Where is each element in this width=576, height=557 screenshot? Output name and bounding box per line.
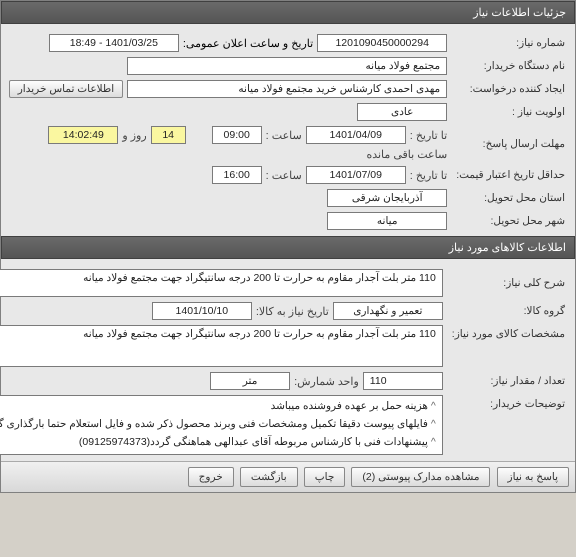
label-goods-group: گروه کالا:	[444, 301, 569, 321]
section-header-goods: اطلاعات کالاهای مورد نیاز	[1, 236, 575, 259]
field-buyer-dev: مجتمع فولاد میانه	[127, 57, 447, 75]
label-at-time-2: ساعت :	[266, 169, 302, 182]
details-window: جزئیات اطلاعات نیاز شماره نیاز: 12010904…	[0, 0, 576, 493]
section-header-need-details: جزئیات اطلاعات نیاز	[1, 1, 575, 24]
form-area-2: شرح کلی نیاز: 110 متر بلت آجدار مقاوم به…	[1, 259, 575, 461]
field-goods-group: تعمیر و نگهداری	[333, 302, 443, 320]
label-city: شهر محل تحویل:	[448, 211, 569, 231]
attachments-button[interactable]: مشاهده مدارک پیوستی (2)	[351, 467, 490, 487]
field-requester: مهدی احمدی کارشناس خرید مجتمع فولاد میان…	[127, 80, 447, 98]
label-buyer-dev: نام دستگاه خریدار:	[448, 56, 569, 76]
note-line-2: فایلهای پیوست دقیقا تکمیل ومشخصات فنی وب…	[0, 416, 436, 434]
reply-button[interactable]: پاسخ به نیاز	[497, 467, 569, 487]
field-buyer-notes: هزینه حمل بر عهده فروشنده میباشد فایلهای…	[0, 395, 443, 455]
label-need-no: شماره نیاز:	[448, 33, 569, 53]
field-priority: عادی	[357, 103, 447, 121]
field-province: آذربایجان شرقی	[327, 189, 447, 207]
field-need-no: 1201090450000294	[317, 34, 447, 52]
label-at-time-1: ساعت :	[266, 129, 302, 142]
note-line-3: پیشنهادات فنی با کارشناس مربوطه آقای عبد…	[0, 434, 436, 452]
label-reply-deadline: مهلت ارسال پاسخ:	[448, 125, 569, 162]
label-qty: تعداد / مقدار نیاز:	[444, 371, 569, 391]
field-time-left: 14:02:49	[48, 126, 118, 144]
footer-toolbar: پاسخ به نیاز مشاهده مدارک پیوستی (2) چاپ…	[1, 461, 575, 492]
label-buyer-notes: توضیحات خریدار:	[444, 394, 569, 456]
field-valid-time: 16:00	[212, 166, 262, 184]
label-to-date-1: تا تاریخ :	[410, 129, 447, 142]
label-remaining: ساعت باقی مانده	[366, 148, 447, 161]
note-line-1: هزینه حمل بر عهده فروشنده میباشد	[0, 398, 436, 416]
field-general-desc: 110 متر بلت آجدار مقاوم به حرارت تا 200 …	[0, 269, 443, 297]
label-item-spec: مشخصات کالای مورد نیاز:	[444, 324, 569, 368]
field-valid-date: 1401/07/09	[306, 166, 406, 184]
exit-button[interactable]: خروج	[188, 467, 234, 487]
field-need-by: 1401/10/10	[152, 302, 252, 320]
label-requester: ایجاد کننده درخواست:	[448, 79, 569, 99]
back-button[interactable]: بازگشت	[240, 467, 298, 487]
label-need-by: تاریخ نیاز به کالا:	[256, 305, 329, 318]
field-announce-dt: 1401/03/25 - 18:49	[49, 34, 179, 52]
label-days-and: روز و	[122, 129, 146, 142]
field-item-spec: 110 متر بلت آجدار مقاوم به حرارت تا 200 …	[0, 325, 443, 367]
label-general-desc: شرح کلی نیاز:	[444, 268, 569, 298]
label-announce: تاریخ و ساعت اعلان عمومی:	[183, 37, 313, 50]
print-button[interactable]: چاپ	[304, 467, 346, 487]
label-province: استان محل تحویل:	[448, 188, 569, 208]
field-qty: 110	[363, 372, 443, 390]
field-days-left: 14	[151, 126, 186, 144]
form-area-1: شماره نیاز: 1201090450000294 تاریخ و ساع…	[1, 24, 575, 236]
field-reply-time: 09:00	[212, 126, 262, 144]
label-to-date-2: تا تاریخ :	[410, 169, 447, 182]
field-reply-date: 1401/04/09	[306, 126, 406, 144]
contact-info-button[interactable]: اطلاعات تماس خریدار	[9, 80, 123, 98]
field-unit: متر	[210, 372, 290, 390]
label-unit: واحد شمارش:	[294, 375, 359, 388]
field-city: میانه	[327, 212, 447, 230]
label-min-valid: حداقل تاریخ اعتبار قیمت:	[448, 165, 569, 185]
label-priority: اولویت نیاز :	[448, 102, 569, 122]
